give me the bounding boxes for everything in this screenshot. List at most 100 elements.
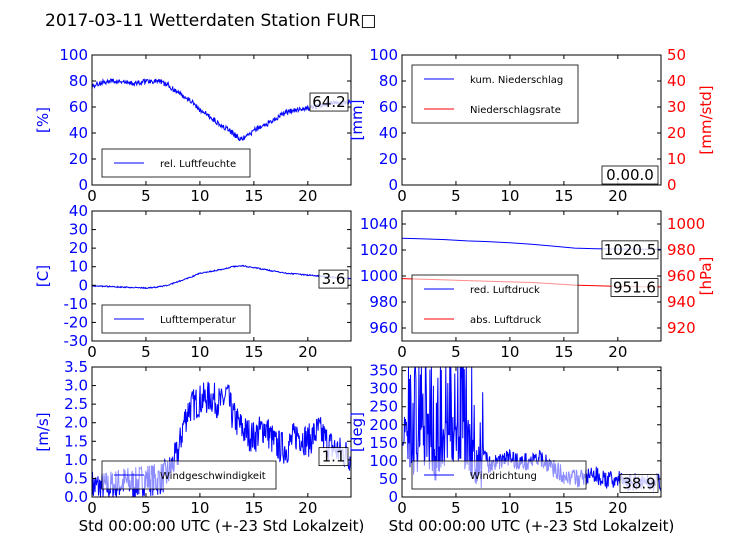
legend-label: kum. Niederschlag <box>470 75 563 86</box>
panel-precip: 0 5 10 15 20 0 20 40 60 80 100 0 10 20 30 40 50 [mm/std] [… <box>348 46 715 205</box>
y-axis-label: [mm] <box>348 100 366 141</box>
x-tick-label: 10 <box>190 187 209 205</box>
legend-label: abs. Luftdruck <box>470 315 541 326</box>
panel-humidity: 0 5 10 15 20 0 20 40 60 80 100 [%] rel. Luftfeuchte 6… <box>34 46 352 205</box>
y-tick-label: 30 <box>69 221 88 239</box>
x-tick-label: 15 <box>554 499 573 517</box>
y2-tick-label: 1000 <box>667 215 705 233</box>
y-tick-label: 20 <box>379 150 398 168</box>
x-tick-label: 0 <box>397 499 407 517</box>
y-tick-label: 100 <box>369 46 398 64</box>
x-tick-label: 20 <box>608 343 627 361</box>
plot-frame <box>401 366 662 498</box>
legend-label: red. Luftdruck <box>470 285 540 296</box>
y-tick-label: 300 <box>369 380 398 398</box>
x-tick-label: 0 <box>87 343 97 361</box>
y2-tick-label: 20 <box>667 124 686 142</box>
value-box <box>610 278 659 297</box>
y-tick-label: 960 <box>369 319 398 337</box>
y-tick-label: 1.5 <box>64 432 88 450</box>
y-tick-label: 80 <box>69 72 88 90</box>
y-tick-label: 0.0 <box>64 488 88 506</box>
y2-tick-label: 980 <box>667 241 696 259</box>
x-tick-label: 20 <box>298 499 317 517</box>
y2-tick-label: 10 <box>667 150 686 168</box>
x-tick-label: 10 <box>190 499 209 517</box>
legend-box <box>411 64 579 124</box>
plot-frame <box>91 366 352 498</box>
value-box <box>619 474 659 493</box>
y-axis-label: [C] <box>34 265 52 287</box>
plot-frame <box>91 54 352 186</box>
value-box <box>318 269 349 289</box>
legend-label: Niederschlagsrate <box>470 105 561 116</box>
y-tick-label: 0 <box>388 488 398 506</box>
plot-frame <box>91 210 352 342</box>
y-tick-label: 100 <box>59 46 88 64</box>
y-tick-label: 60 <box>69 98 88 116</box>
x-tick-label: 5 <box>141 499 151 517</box>
x-tick-label: 15 <box>554 187 573 205</box>
x-tick-label: 15 <box>554 343 573 361</box>
y2-tick-label: 30 <box>667 98 686 116</box>
value-label: 64.2 <box>312 93 345 111</box>
value-label: 951.6 <box>613 278 656 296</box>
y-tick-label: 3.0 <box>64 377 88 395</box>
y-tick-label: 2.5 <box>64 395 88 413</box>
x-tick-label: 5 <box>141 343 151 361</box>
panel-pressure: 0 5 10 15 20 960 980 1000 1020 1040 920 940 960 980 10… <box>360 210 715 361</box>
y-axis-label: [deg] <box>348 412 366 452</box>
y2-axis-label: [mm/std] <box>697 85 715 154</box>
y-tick-label: 100 <box>369 452 398 470</box>
y2-tick-label: 0 <box>667 176 677 194</box>
y-tick-label: 1000 <box>360 267 398 285</box>
x-axis-label: Std 00:00:00 UTC (+-23 Std Lokalzeit) <box>389 517 675 535</box>
y-tick-label: 10 <box>69 258 88 276</box>
y2-tick-label: 920 <box>667 319 696 337</box>
value-box <box>309 92 349 112</box>
y-tick-label: 50 <box>379 470 398 488</box>
y-tick-label: 0 <box>78 276 88 294</box>
y-tick-label: 40 <box>69 124 88 142</box>
x-tick-label: 5 <box>451 343 461 361</box>
value-label: 3.6 <box>322 270 346 288</box>
value-label: 1.1 <box>322 448 346 466</box>
value-box <box>601 165 659 185</box>
y-tick-label: -10 <box>64 295 89 313</box>
y2-tick-label: 50 <box>667 46 686 64</box>
y-tick-label: 0 <box>78 176 88 194</box>
value-label: 0.00.0 <box>606 166 654 184</box>
series-line-temperature-0 <box>92 264 351 290</box>
x-tick-label: 20 <box>608 499 627 517</box>
value-label: 38.9 <box>622 474 655 492</box>
y-tick-label: 150 <box>369 434 398 452</box>
x-tick-label: 20 <box>298 343 317 361</box>
legend-box <box>411 274 579 334</box>
y-tick-label: 200 <box>369 416 398 434</box>
y-tick-label: 60 <box>379 98 398 116</box>
series-line-humidity-0 <box>92 78 351 142</box>
y-tick-label: 0.5 <box>64 469 88 487</box>
y-axis-label: [m/s] <box>34 412 52 451</box>
y-tick-label: 350 <box>369 362 398 380</box>
x-tick-label: 20 <box>608 187 627 205</box>
x-tick-label: 0 <box>87 187 97 205</box>
x-tick-label: 15 <box>244 343 263 361</box>
x-tick-label: 10 <box>500 499 519 517</box>
x-tick-label: 0 <box>397 343 407 361</box>
y-tick-label: 20 <box>69 150 88 168</box>
y-axis-label: [%] <box>34 107 52 133</box>
legend-label: rel. Luftfeuchte <box>160 159 236 170</box>
y2-tick-label: 960 <box>667 267 696 285</box>
x-tick-label: 5 <box>141 187 151 205</box>
y2-axis-label: [hPa] <box>697 257 715 296</box>
y-tick-label: 250 <box>369 398 398 416</box>
y-tick-label: 2.0 <box>64 414 88 432</box>
x-tick-label: 5 <box>451 187 461 205</box>
legend-label: Windgeschwindigkeit <box>160 471 266 482</box>
plot-frame <box>401 54 662 186</box>
value-label: 1020.5 <box>604 241 657 259</box>
y-tick-label: -30 <box>64 332 89 350</box>
x-tick-label: 20 <box>298 187 317 205</box>
